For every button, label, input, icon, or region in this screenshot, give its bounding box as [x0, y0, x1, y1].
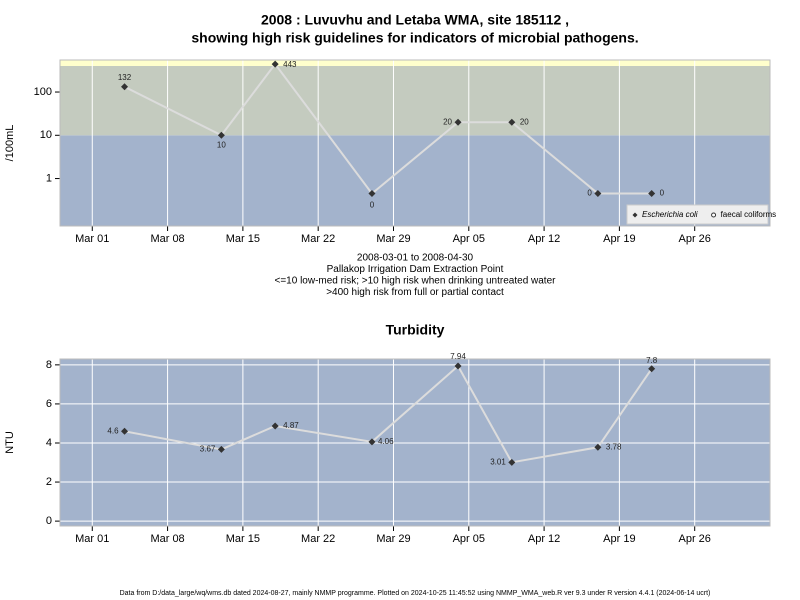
x-tick-label: Mar 15	[226, 533, 260, 545]
data-point	[121, 83, 129, 91]
data-label: 0	[660, 189, 665, 198]
x-tick-label: Mar 29	[376, 233, 410, 245]
x-tick-label: Apr 05	[453, 533, 485, 545]
data-point	[271, 422, 279, 430]
data-point	[454, 362, 462, 370]
axis-note: Pallakop Irrigation Dam Extraction Point	[327, 264, 504, 275]
data-point	[368, 190, 376, 198]
x-tick-label: Apr 26	[678, 233, 710, 245]
data-label: 3.78	[606, 442, 622, 451]
x-tick-label: Mar 22	[301, 533, 335, 545]
data-label: 20	[443, 117, 452, 126]
data-point	[508, 458, 516, 466]
series-line	[124, 364, 653, 464]
x-tick-label: Mar 01	[75, 233, 109, 245]
data-label: 0	[370, 201, 375, 210]
x-tick-label: Mar 01	[75, 533, 109, 545]
x-tick-label: Mar 29	[376, 533, 410, 545]
x-tick-label: Mar 15	[226, 233, 260, 245]
chart-subtitle: showing high risk guidelines for indicat…	[191, 30, 638, 46]
y-axis-label: /100mL	[4, 125, 16, 162]
x-tick-label: Mar 22	[301, 233, 335, 245]
data-point	[648, 365, 656, 373]
y-axis-label: NTU	[4, 431, 16, 454]
x-tick-label: Mar 08	[150, 233, 184, 245]
axis-note: <=10 low-med risk; >10 high risk when dr…	[275, 276, 557, 287]
data-point	[594, 443, 602, 451]
axis-note: 2008-03-01 to 2008-04-30	[357, 253, 474, 264]
data-point	[121, 427, 129, 435]
x-tick-label: Apr 05	[453, 233, 485, 245]
data-label: 3.01	[490, 457, 506, 466]
y-tick-label: 0	[46, 515, 52, 527]
chart-title: Turbidity	[386, 322, 445, 338]
y-tick-label: 100	[34, 86, 52, 98]
y-tick-label: 8	[46, 359, 52, 371]
data-label: 7.8	[646, 356, 658, 365]
axis-note: >400 high risk from full or partial cont…	[326, 287, 504, 298]
risk-band	[60, 60, 770, 66]
data-label: 7.94	[450, 352, 466, 361]
data-label: 4.87	[283, 421, 299, 430]
data-point	[648, 190, 656, 198]
data-point	[508, 118, 516, 126]
chart-title: 2008 : Luvuvhu and Letaba WMA, site 1851…	[261, 12, 569, 28]
legend-marker	[632, 212, 638, 218]
legend-marker	[711, 212, 717, 218]
data-label: 0	[587, 189, 592, 198]
legend-box	[626, 204, 769, 225]
data-label: 3.67	[200, 445, 216, 454]
footer: Data from D:/data_large/wq/wms.db dated …	[120, 590, 711, 597]
x-tick-label: Apr 12	[528, 233, 560, 245]
legend-label: faecal coliforms	[721, 210, 777, 219]
y-tick-label: 1	[46, 172, 52, 184]
series-line	[124, 62, 652, 195]
data-point	[454, 118, 462, 126]
data-label: 4.06	[378, 437, 394, 446]
x-tick-label: Apr 19	[603, 233, 635, 245]
data-point	[217, 445, 225, 453]
x-tick-label: Apr 19	[603, 533, 635, 545]
data-point	[368, 438, 376, 446]
x-tick-label: Apr 12	[528, 533, 560, 545]
y-tick-label: 10	[40, 129, 52, 141]
y-tick-label: 2	[46, 476, 52, 488]
data-label: 443	[283, 60, 297, 69]
data-label: 10	[217, 140, 226, 149]
y-tick-label: 4	[46, 437, 52, 449]
data-point	[271, 60, 279, 68]
data-point	[594, 190, 602, 198]
data-label: 132	[118, 73, 132, 82]
plot-frame	[59, 358, 771, 527]
risk-band	[60, 65, 770, 136]
y-tick-label: 6	[46, 398, 52, 410]
plot-frame	[59, 59, 771, 227]
data-point	[217, 131, 225, 139]
legend-label: Escherichia coli	[642, 210, 698, 219]
x-tick-label: Mar 08	[150, 533, 184, 545]
data-label: 20	[520, 117, 529, 126]
x-tick-label: Apr 26	[678, 533, 710, 545]
data-label: 4.6	[107, 426, 119, 435]
